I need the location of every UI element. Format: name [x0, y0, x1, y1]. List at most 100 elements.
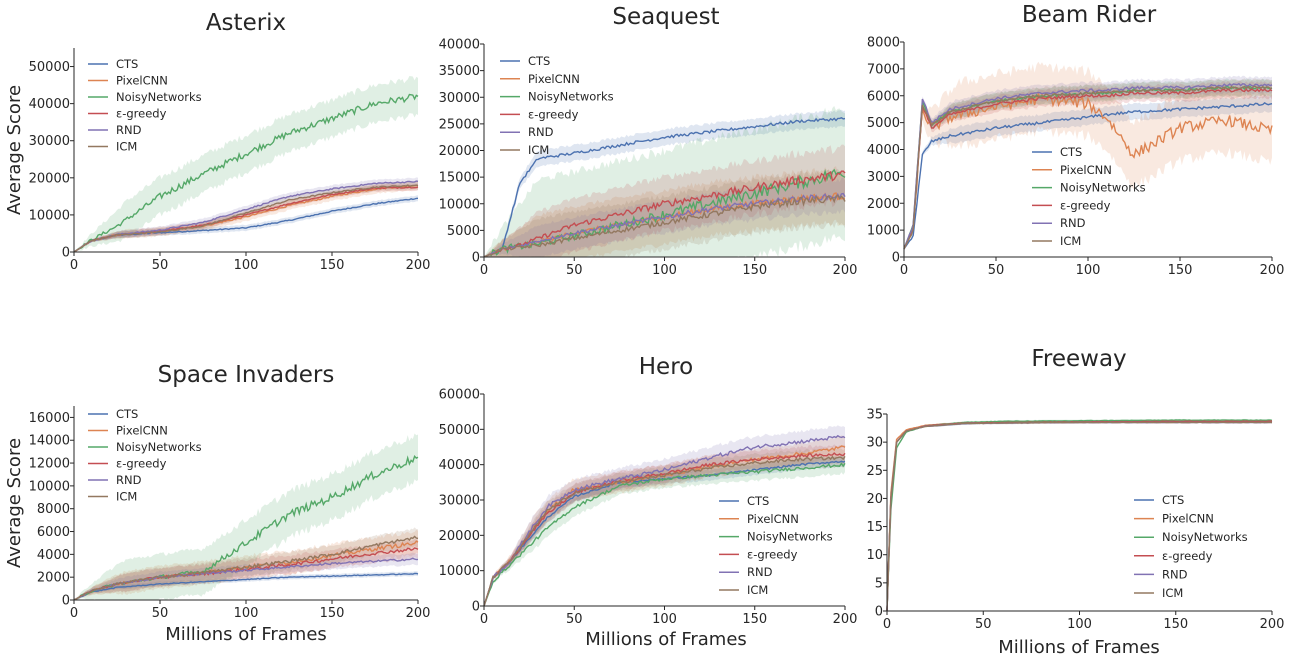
x-tick-label: 100	[234, 258, 259, 273]
panel-hero: Hero 0 50 100 150 200 0 10000 20000 30000 40000 500…	[439, 354, 858, 650]
x-tick-label: 50	[566, 612, 583, 627]
y-tick-label: 20000	[29, 171, 70, 186]
legend: CTS PixelCNN NoisyNetworks ε-greedy RND ICM	[719, 494, 833, 597]
band-icm	[74, 181, 418, 252]
band-rnd	[74, 552, 418, 600]
y-tick-label: 30	[866, 436, 883, 451]
x-tick-label: 100	[1067, 617, 1092, 632]
y-tick-label: 2000	[867, 197, 900, 212]
line-cts	[886, 420, 1273, 612]
y-tick-label: 0	[892, 251, 900, 266]
band-epsilon-greedy	[484, 444, 845, 606]
band-noisynetworks	[74, 76, 418, 252]
x-tick-label: 0	[900, 263, 908, 278]
y-tick-label: 2000	[37, 571, 70, 586]
y-tick-label: 20000	[439, 529, 480, 544]
legend-label-noisynetworks: NoisyNetworks	[528, 90, 614, 104]
band-rnd	[74, 177, 418, 252]
legend-label-icm: ICM	[528, 143, 549, 157]
y-tick-label: 10000	[439, 564, 480, 579]
band-icm	[484, 447, 845, 606]
legend-label-pixelcnn: PixelCNN	[116, 424, 168, 438]
band-noisynetworks	[484, 106, 845, 257]
line-noisynetworks	[483, 462, 846, 607]
y-tick-label: 14000	[29, 434, 70, 449]
panel-seaquest: Seaquest 0 50 100 150 200 0 5000 10000 15000 20000…	[439, 4, 858, 278]
y-tick-label: 5000	[867, 116, 900, 131]
y-tick-label: 12000	[29, 457, 70, 472]
legend-label-epsilon-greedy: ε-greedy	[1162, 549, 1213, 563]
x-tick-label: 150	[320, 258, 345, 273]
band-noisynetworks	[887, 418, 1272, 611]
y-tick-label: 40000	[439, 458, 480, 473]
x-tick-label: 200	[406, 258, 431, 273]
line-epsilon-greedy	[483, 452, 846, 607]
y-tick-label: 5	[875, 576, 883, 591]
band-noisynetworks	[904, 78, 1272, 249]
legend-label-icm: ICM	[116, 490, 137, 504]
legend-label-icm: ICM	[1162, 586, 1183, 600]
y-tick-label: 16000	[29, 411, 70, 426]
band-epsilon-greedy	[74, 183, 418, 252]
legend-label-rnd: RND	[116, 473, 142, 487]
y-tick-label: 3000	[867, 170, 900, 185]
y-tick-label: 40000	[29, 97, 70, 112]
y-tick-label: 0	[62, 246, 70, 261]
legend-label-noisynetworks: NoisyNetworks	[1162, 530, 1248, 544]
legend-label-rnd: RND	[747, 565, 773, 579]
chart-title: Freeway	[1031, 346, 1126, 372]
y-tick-label: 0	[875, 605, 883, 620]
x-tick-label: 50	[988, 263, 1005, 278]
x-tick-label: 200	[1260, 617, 1285, 632]
y-tick-label: 10	[866, 548, 883, 563]
line-icm	[886, 421, 1273, 612]
band-cts	[887, 420, 1272, 611]
y-tick-label: 10000	[29, 479, 70, 494]
line-noisynetworks	[73, 93, 419, 253]
y-tick-label: 0	[472, 251, 480, 266]
y-tick-label: 20	[866, 492, 883, 507]
legend-label-noisynetworks: NoisyNetworks	[1060, 181, 1146, 195]
y-tick-label: 25	[866, 464, 883, 479]
y-tick-label: 1000	[867, 224, 900, 239]
y-tick-label: 35000	[439, 64, 480, 79]
line-icm	[483, 194, 846, 258]
chart-title: Seaquest	[612, 4, 719, 30]
y-tick-label: 4000	[37, 548, 70, 563]
y-tick-label: 10000	[29, 208, 70, 223]
line-icm	[483, 455, 846, 607]
y-axis-label: Average Score	[4, 438, 25, 568]
legend: CTS PixelCNN NoisyNetworks ε-greedy RND ICM	[500, 54, 614, 157]
band-pixelcnn	[74, 529, 418, 600]
legend-label-pixelcnn: PixelCNN	[747, 512, 799, 526]
x-tick-label: 150	[1163, 617, 1188, 632]
y-tick-label: 0	[62, 594, 70, 609]
x-tick-label: 200	[1260, 263, 1285, 278]
y-tick-label: 30000	[439, 91, 480, 106]
y-tick-label: 30000	[439, 494, 480, 509]
legend-label-cts: CTS	[116, 407, 138, 421]
band-icm	[887, 421, 1272, 611]
y-tick-label: 10000	[439, 197, 480, 212]
legend-label-rnd: RND	[528, 125, 554, 139]
x-tick-label: 200	[833, 612, 858, 627]
line-pixelcnn	[886, 420, 1272, 612]
band-noisynetworks	[484, 454, 845, 606]
line-rnd	[886, 421, 1273, 612]
x-tick-label: 0	[480, 263, 488, 278]
line-noisynetworks	[886, 419, 1273, 612]
x-tick-label: 100	[652, 263, 677, 278]
x-tick-label: 100	[652, 612, 677, 627]
x-tick-label: 150	[1168, 263, 1193, 278]
legend: CTS PixelCNN NoisyNetworks ε-greedy RND ICM	[88, 57, 202, 154]
x-tick-label: 150	[742, 263, 767, 278]
line-cts	[903, 102, 1273, 250]
band-epsilon-greedy	[484, 144, 845, 257]
legend-label-rnd: RND	[1162, 567, 1188, 581]
band-epsilon-greedy	[904, 81, 1272, 249]
chart-title: Hero	[639, 354, 693, 380]
x-tick-label: 100	[1076, 263, 1101, 278]
line-rnd	[73, 557, 419, 601]
